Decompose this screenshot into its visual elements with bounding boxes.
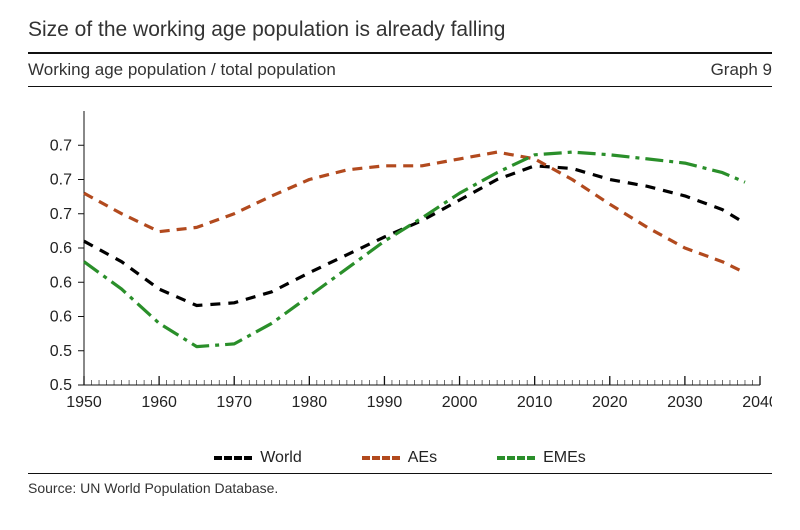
chart-subhead: Working age population / total populatio… <box>28 54 772 86</box>
svg-text:0.6: 0.6 <box>50 309 72 326</box>
svg-text:1970: 1970 <box>216 394 252 411</box>
svg-text:0.5: 0.5 <box>50 377 72 394</box>
legend-swatch <box>214 456 252 460</box>
svg-text:1980: 1980 <box>292 394 328 411</box>
chart-title: Size of the working age population is al… <box>28 18 772 42</box>
svg-text:0.6: 0.6 <box>50 240 72 257</box>
divider-sub <box>28 86 772 87</box>
source-note: Source: UN World Population Database. <box>28 474 772 496</box>
svg-text:1950: 1950 <box>66 394 102 411</box>
svg-text:2010: 2010 <box>517 394 553 411</box>
svg-text:0.6: 0.6 <box>50 274 72 291</box>
line-chart: 0.5 0.5 0.6 0.6 0.6 0.7 0.7 0.7 1950 1960 1970 1980… <box>28 93 772 423</box>
svg-text:0.7: 0.7 <box>50 206 72 223</box>
svg-text:2030: 2030 <box>667 394 703 411</box>
svg-text:1990: 1990 <box>367 394 403 411</box>
svg-text:2000: 2000 <box>442 394 478 411</box>
svg-text:0.5: 0.5 <box>50 343 72 360</box>
legend-swatch <box>497 456 535 460</box>
legend-swatch <box>362 456 400 460</box>
svg-text:1960: 1960 <box>141 394 177 411</box>
svg-text:2040: 2040 <box>742 394 772 411</box>
graph-number: Graph 9 <box>711 60 772 80</box>
chart-subtitle: Working age population / total populatio… <box>28 60 336 80</box>
chart-area: 0.5 0.5 0.6 0.6 0.6 0.7 0.7 0.7 1950 1960 1970 1980… <box>28 93 772 453</box>
chart-card: Size of the working age population is al… <box>0 0 800 530</box>
svg-text:2020: 2020 <box>592 394 628 411</box>
svg-text:0.7: 0.7 <box>50 137 72 154</box>
svg-text:0.7: 0.7 <box>50 172 72 189</box>
